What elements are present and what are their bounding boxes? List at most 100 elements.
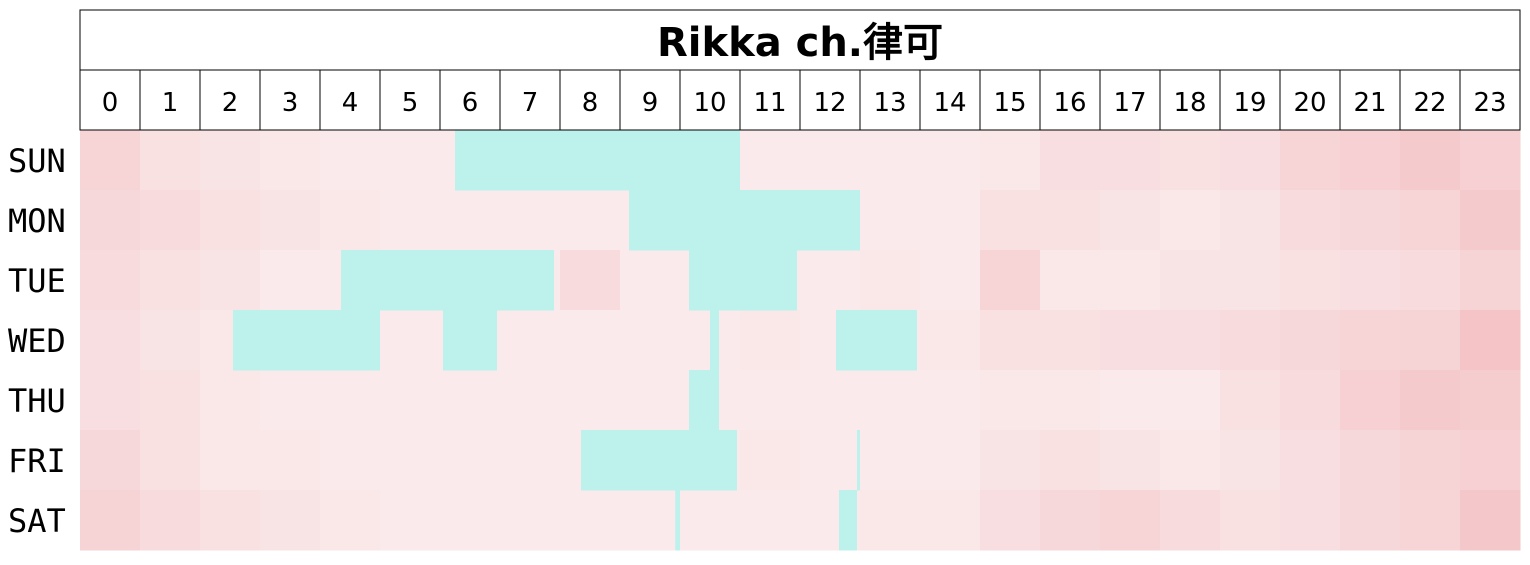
hour-cell-2 bbox=[199, 69, 261, 131]
heat-cell-thu-16 bbox=[1040, 370, 1101, 431]
hour-label-21: 21 bbox=[1353, 88, 1386, 118]
hour-label-0: 0 bbox=[102, 88, 119, 118]
heat-cell-thu-5 bbox=[380, 370, 441, 431]
heat-cell-tue-21 bbox=[1340, 250, 1401, 311]
heat-cell-thu-9 bbox=[620, 370, 681, 431]
heat-cell-sat-13 bbox=[860, 490, 921, 551]
heat-cell-wed-16 bbox=[1040, 310, 1101, 371]
heat-cell-tue-15 bbox=[980, 250, 1041, 311]
heat-cell-sun-13 bbox=[860, 130, 921, 191]
heat-cell-tue-3 bbox=[260, 250, 321, 311]
hour-label-20: 20 bbox=[1293, 88, 1326, 118]
heat-cell-sat-23 bbox=[1460, 490, 1521, 551]
heat-cell-sun-20 bbox=[1280, 130, 1341, 191]
heat-cell-fri-22 bbox=[1400, 430, 1461, 491]
heat-cell-tue-13 bbox=[860, 250, 921, 311]
day-label-tue: TUE bbox=[8, 262, 66, 300]
hour-cell-3 bbox=[259, 69, 321, 131]
live-block-sat-11 bbox=[675, 490, 680, 551]
live-blocks bbox=[233, 130, 917, 551]
heat-cell-sat-16 bbox=[1040, 490, 1101, 551]
hour-label-5: 5 bbox=[402, 88, 419, 118]
live-block-sat-12 bbox=[839, 490, 857, 551]
hour-cell-17 bbox=[1099, 69, 1161, 131]
heat-cell-sat-0 bbox=[80, 490, 141, 551]
hour-cell-7 bbox=[499, 69, 561, 131]
heat-cell-thu-6 bbox=[440, 370, 501, 431]
heat-cell-sat-6 bbox=[440, 490, 501, 551]
hour-cell-9 bbox=[619, 69, 681, 131]
day-label-thu: THU bbox=[8, 382, 66, 420]
heat-cell-fri-12 bbox=[800, 430, 861, 491]
heat-cell-mon-3 bbox=[260, 190, 321, 251]
heat-cell-thu-18 bbox=[1160, 370, 1221, 431]
hour-label-23: 23 bbox=[1473, 88, 1506, 118]
heat-cell-tue-16 bbox=[1040, 250, 1101, 311]
heat-cell-sat-9 bbox=[620, 490, 681, 551]
hour-cell-19 bbox=[1219, 69, 1281, 131]
live-block-tue-3 bbox=[689, 250, 797, 311]
heat-cell-sun-14 bbox=[920, 130, 981, 191]
heat-cell-tue-20 bbox=[1280, 250, 1341, 311]
chart-header: Rikka ch.律可 bbox=[79, 9, 1521, 71]
heat-cell-sat-18 bbox=[1160, 490, 1221, 551]
hour-label-16: 16 bbox=[1053, 88, 1086, 118]
heat-cell-mon-15 bbox=[980, 190, 1041, 251]
heat-cell-sat-11 bbox=[740, 490, 801, 551]
day-labels: SUN MON TUE WED THU FRI SAT bbox=[8, 142, 66, 540]
hour-label-9: 9 bbox=[642, 88, 659, 118]
heat-cell-wed-18 bbox=[1160, 310, 1221, 371]
heat-cell-mon-17 bbox=[1100, 190, 1161, 251]
hour-cell-20 bbox=[1279, 69, 1341, 131]
heat-cell-mon-21 bbox=[1340, 190, 1401, 251]
heat-cell-tue-9 bbox=[620, 250, 681, 311]
day-label-sun: SUN bbox=[8, 142, 66, 180]
live-block-wed-7 bbox=[836, 310, 917, 371]
hour-label-22: 22 bbox=[1413, 88, 1446, 118]
heat-cell-fri-6 bbox=[440, 430, 501, 491]
heat-cell-tue-23 bbox=[1460, 250, 1521, 311]
heat-cell-sat-15 bbox=[980, 490, 1041, 551]
heat-cell-mon-6 bbox=[440, 190, 501, 251]
day-label-fri: FRI bbox=[8, 442, 66, 480]
heat-cell-wed-14 bbox=[920, 310, 981, 371]
heat-cell-thu-1 bbox=[140, 370, 201, 431]
heat-cell-thu-23 bbox=[1460, 370, 1521, 431]
live-block-wed-6 bbox=[710, 310, 719, 371]
heat-cell-thu-22 bbox=[1400, 370, 1461, 431]
heat-cell-sun-5 bbox=[380, 130, 441, 191]
heat-cell-mon-2 bbox=[200, 190, 261, 251]
heat-cell-tue-2 bbox=[200, 250, 261, 311]
heat-cell-thu-0 bbox=[80, 370, 141, 431]
hour-label-2: 2 bbox=[222, 88, 239, 118]
heat-cell-mon-0 bbox=[80, 190, 141, 251]
chart-title: Rikka ch.律可 bbox=[657, 20, 943, 66]
heat-cell-fri-17 bbox=[1100, 430, 1161, 491]
hour-cell-0 bbox=[79, 69, 141, 131]
heat-cell-fri-19 bbox=[1220, 430, 1281, 491]
heat-cell-thu-17 bbox=[1100, 370, 1161, 431]
heat-cell-thu-13 bbox=[860, 370, 921, 431]
heat-cell-sun-17 bbox=[1100, 130, 1161, 191]
heat-cell-mon-4 bbox=[320, 190, 381, 251]
heat-cell-fri-3 bbox=[260, 430, 321, 491]
heat-cell-sun-1 bbox=[140, 130, 201, 191]
heat-cell-fri-2 bbox=[200, 430, 261, 491]
heat-cell-sat-5 bbox=[380, 490, 441, 551]
heat-cell-sun-12 bbox=[800, 130, 861, 191]
live-block-wed-4 bbox=[233, 310, 380, 371]
hour-cell-22 bbox=[1399, 69, 1461, 131]
heat-cell-sat-2 bbox=[200, 490, 261, 551]
heat-cell-tue-12 bbox=[800, 250, 861, 311]
hour-label-19: 19 bbox=[1233, 88, 1266, 118]
hour-header-row: 0 1 2 3 4 5 6 7 8 9 10 11 12 13 14 15 16 17 18 19 20 21 22 23 bbox=[79, 69, 1521, 131]
title-box bbox=[79, 9, 1521, 71]
heat-cell-sat-1 bbox=[140, 490, 201, 551]
heat-cell-sun-3 bbox=[260, 130, 321, 191]
heat-cell-mon-22 bbox=[1400, 190, 1461, 251]
heat-cell-fri-20 bbox=[1280, 430, 1341, 491]
heat-cell-sun-15 bbox=[980, 130, 1041, 191]
heat-cell-fri-1 bbox=[140, 430, 201, 491]
hour-label-18: 18 bbox=[1173, 88, 1206, 118]
live-block-sun-0 bbox=[455, 130, 740, 191]
